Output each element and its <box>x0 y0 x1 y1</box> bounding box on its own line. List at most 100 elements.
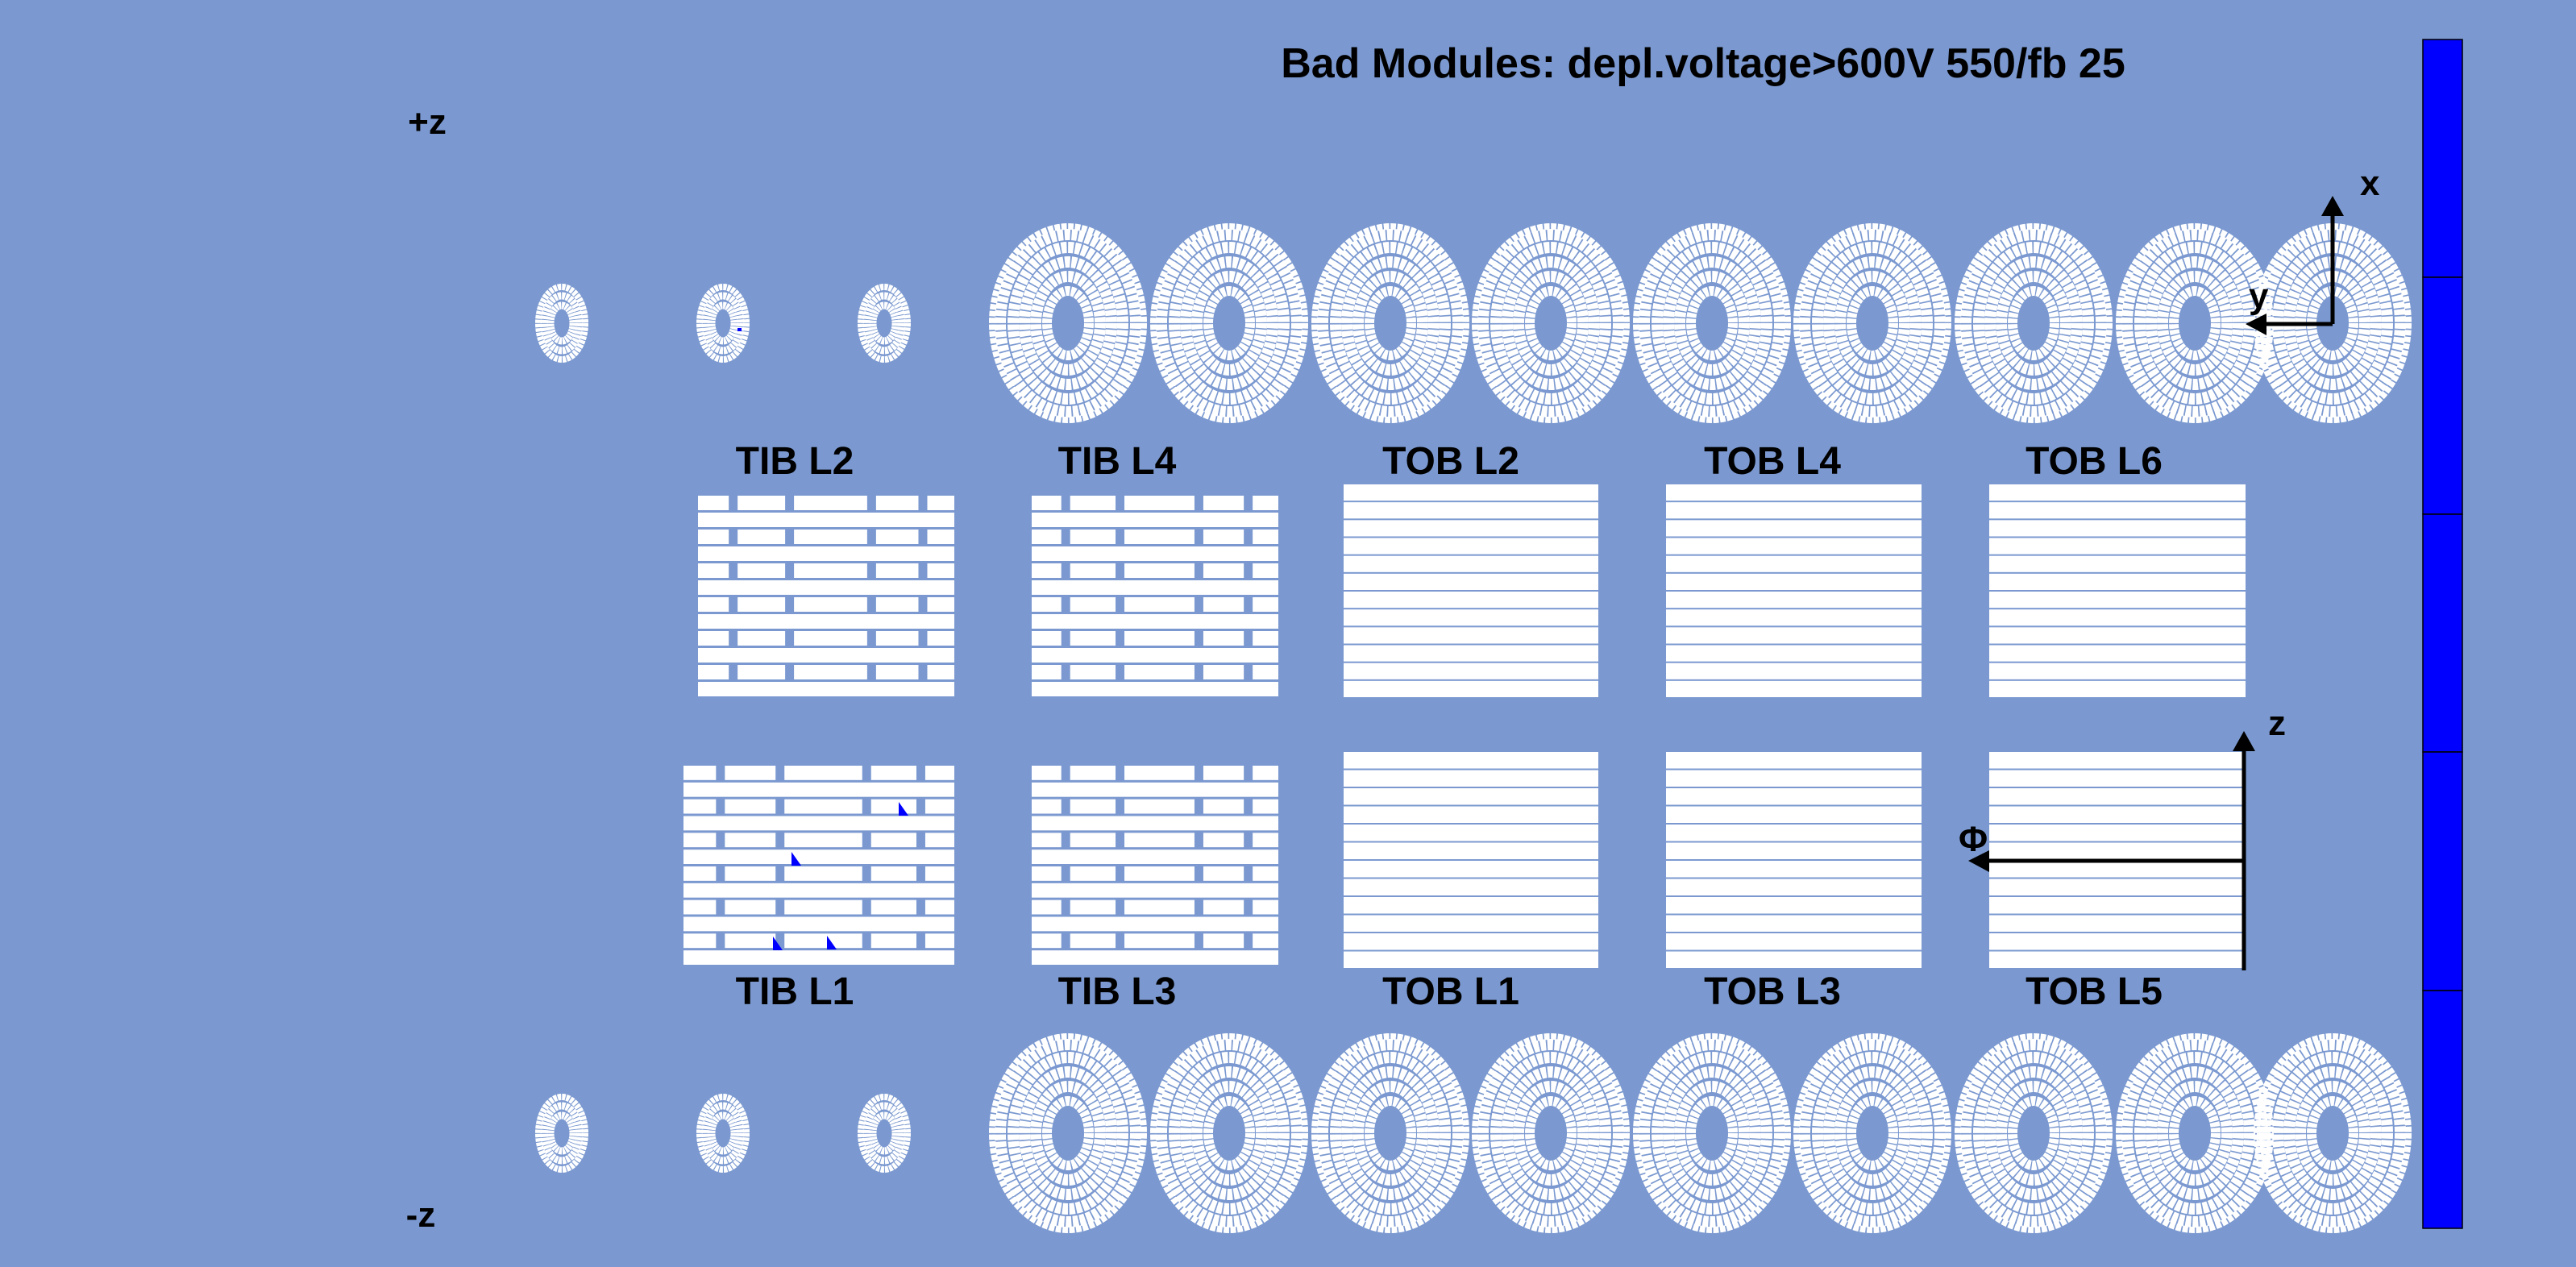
rod <box>1989 645 2246 662</box>
module <box>1124 631 1195 646</box>
disk-ring <box>1633 223 1791 423</box>
module <box>1203 766 1244 780</box>
phi-axis-label: Φ <box>1959 820 1988 859</box>
module <box>924 766 954 780</box>
rod <box>1989 555 2246 572</box>
module <box>924 833 954 848</box>
tec-disk-plus-5 <box>1633 223 1791 423</box>
disk-ring <box>862 292 906 355</box>
module <box>1032 883 1278 898</box>
module <box>698 648 954 663</box>
disk-ring <box>2259 1039 2406 1228</box>
module <box>737 496 786 510</box>
module <box>1253 933 1278 949</box>
module <box>698 665 729 679</box>
disk-ring <box>1330 1052 1451 1215</box>
disk-ring <box>1169 242 1290 405</box>
module <box>1253 833 1278 848</box>
module <box>725 933 776 949</box>
tec-disk-minus-7 <box>1955 1033 2113 1233</box>
x-axis-arrow <box>2321 196 2344 216</box>
module <box>737 597 786 612</box>
disk-ring <box>1663 256 1761 390</box>
disk-ring <box>858 284 911 363</box>
module <box>1124 833 1195 848</box>
tid-disk-plus-1 <box>535 284 588 363</box>
module <box>698 530 729 544</box>
disk-ring <box>1984 1066 2083 1200</box>
module <box>875 530 919 544</box>
disk-ring <box>1812 1052 1933 1215</box>
module <box>698 682 954 696</box>
module <box>698 496 729 510</box>
layer-tib-l2 <box>698 496 954 696</box>
module <box>725 866 776 881</box>
rod <box>1989 770 2246 787</box>
disk-ring <box>2134 1052 2255 1215</box>
disk-ring <box>1180 256 1278 390</box>
rod <box>1344 861 1598 878</box>
module <box>870 899 916 915</box>
module <box>1253 631 1278 646</box>
module <box>870 833 916 848</box>
tec-disk-plus-6 <box>1793 223 1951 423</box>
module <box>1032 766 1062 780</box>
disk-ring <box>2307 1096 2358 1170</box>
rod <box>1666 592 1922 609</box>
module <box>1124 766 1195 780</box>
layer-tob-l5 <box>1989 752 2246 968</box>
module <box>927 665 954 679</box>
layer-tob-l6 <box>1989 484 2246 697</box>
disk-ring <box>1203 1096 1255 1170</box>
disk-ring <box>1973 242 2094 405</box>
disk-ring <box>1834 1081 1910 1186</box>
module <box>725 899 776 915</box>
disk-ring <box>1955 223 2113 423</box>
disk-ring <box>1477 229 1624 417</box>
module <box>698 614 954 629</box>
rod <box>1989 520 2246 537</box>
rod <box>1344 627 1598 644</box>
module <box>1203 665 1244 679</box>
module <box>683 850 954 864</box>
bad-module <box>791 852 801 866</box>
disk-ring <box>1150 223 1308 423</box>
tec-disk-minus-2 <box>1150 1033 1308 1233</box>
disk-ring <box>540 292 584 355</box>
rod <box>1344 680 1598 697</box>
module <box>1032 665 1062 679</box>
layer-labels: TIB L2 TIB L4 TOB L2 TOB L4 TOB L6 TIB L1 TIB … <box>736 440 2163 1013</box>
disk-ring <box>708 1111 738 1155</box>
disk-ring <box>1639 1039 1785 1228</box>
module <box>683 782 954 797</box>
disk-ring <box>535 284 588 363</box>
rod <box>1344 770 1598 787</box>
module <box>725 766 776 780</box>
module <box>1203 530 1244 544</box>
module <box>1032 563 1062 578</box>
module <box>870 933 916 949</box>
tec-disk-plus-3 <box>1311 223 1469 423</box>
module <box>683 766 717 780</box>
palette-segment <box>2422 276 2463 515</box>
tid-disk-minus-2 <box>696 1094 750 1173</box>
module <box>1070 496 1116 510</box>
module <box>1203 799 1244 814</box>
disk-ring <box>708 301 738 345</box>
module <box>698 580 954 595</box>
palette-segment <box>2422 39 2463 278</box>
rod <box>1989 951 2246 968</box>
disk-ring <box>1984 256 2083 390</box>
disk-ring <box>1330 242 1451 405</box>
disk-ring <box>2169 286 2221 360</box>
barrel-axes: z Φ <box>1959 704 2286 970</box>
module <box>794 665 867 679</box>
disk-ring <box>1477 1039 1624 1228</box>
module <box>1070 799 1116 814</box>
module <box>698 631 729 646</box>
module <box>1032 648 1278 663</box>
rod <box>1344 645 1598 662</box>
disk-ring <box>1633 1033 1791 1233</box>
module <box>924 899 954 915</box>
rod <box>1344 879 1598 895</box>
